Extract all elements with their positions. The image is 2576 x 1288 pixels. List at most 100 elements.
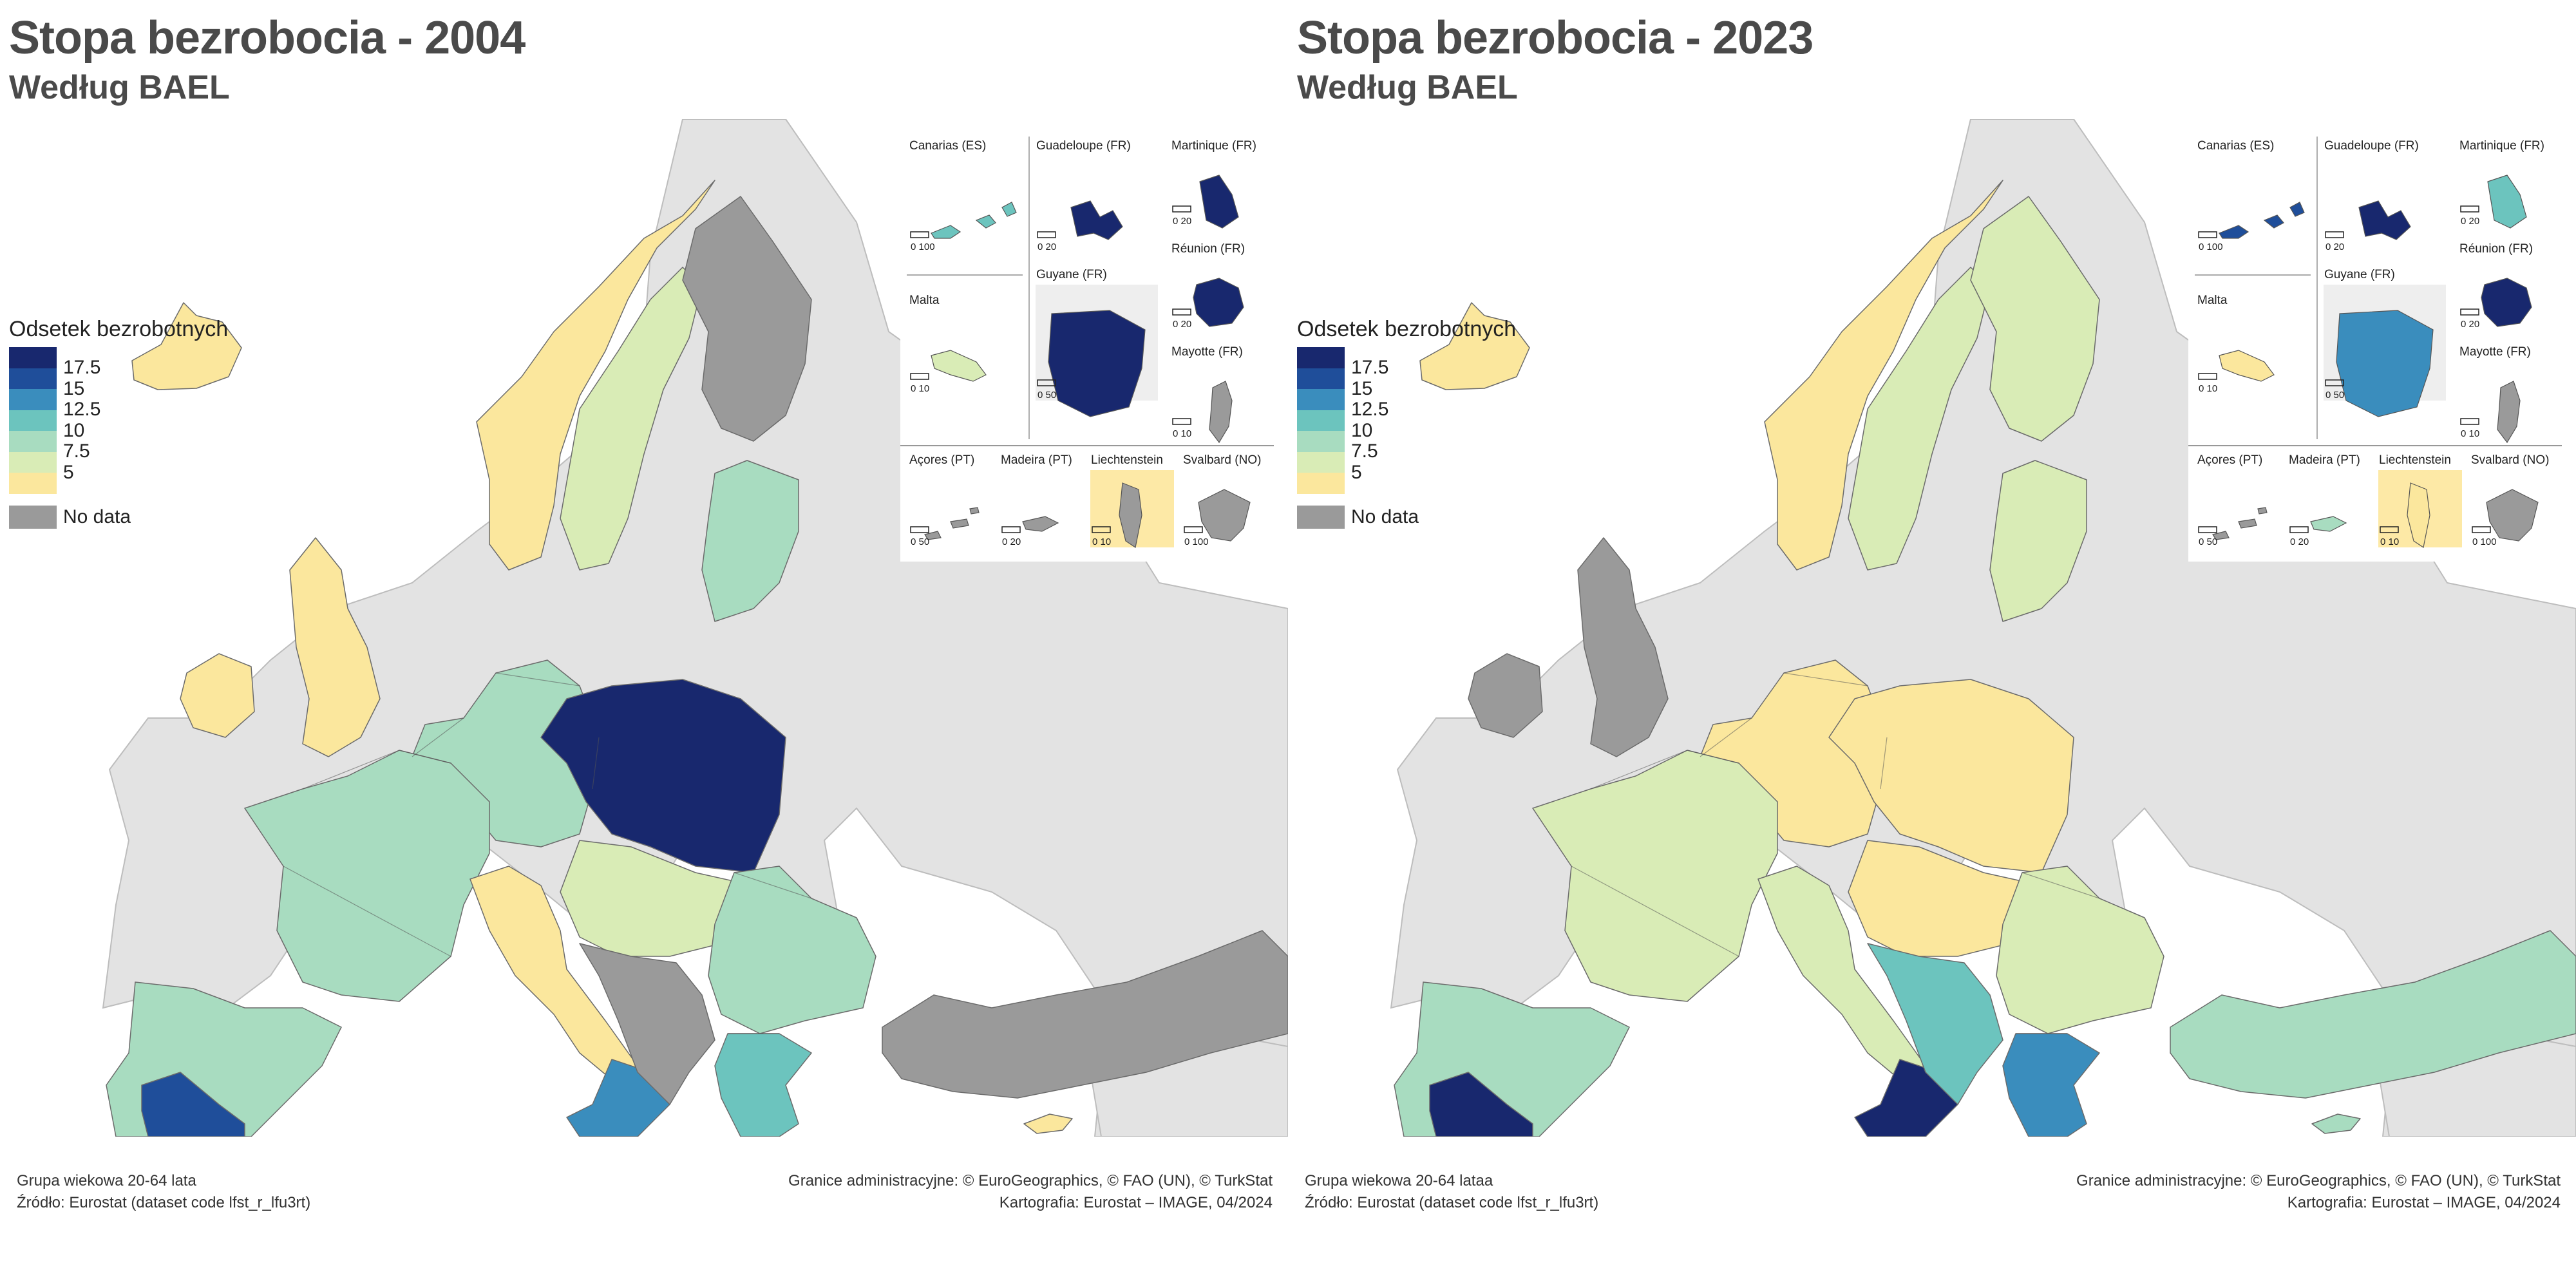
legend-threshold-label: 10: [1351, 419, 1373, 441]
legend-swatch-row: 10: [9, 410, 228, 441]
scale-label: 0 50: [2199, 536, 2217, 547]
region-turkey: [2170, 930, 2576, 1099]
legend-swatch: [9, 451, 57, 473]
inset-region: [924, 507, 980, 540]
inset-madeira: Madeira (PT) 0 20: [2289, 453, 2360, 547]
inset-label: Canarias (ES): [2197, 139, 2274, 153]
inset-label: Guyane (FR): [2324, 268, 2395, 281]
legend-swatch: [1297, 347, 1345, 368]
legend-swatch-row: 7.5: [9, 431, 228, 462]
footer-cartography: Kartografia: Eurostat – IMAGE, 04/2024: [2287, 1194, 2561, 1211]
scale-bar: [1172, 418, 1191, 425]
inset-mayotte: Mayotte (FR) 0 10: [1171, 345, 1243, 444]
scale-label: 0 20: [2290, 536, 2309, 547]
inset-label: Svalbard (NO): [2471, 453, 2549, 467]
legend-scale: 17.5 15 12.5 10 7.5 5: [9, 347, 228, 494]
legend-threshold-label: 15: [1351, 377, 1373, 399]
scale-label: 0 20: [1037, 242, 1056, 252]
scale-label: 0 100: [2472, 536, 2497, 547]
inset-region: [931, 202, 1017, 239]
region-uk-ireland: [1468, 537, 1669, 757]
inset-region: [2358, 200, 2411, 240]
legend-swatch: [9, 347, 57, 368]
inset-region: [2219, 202, 2305, 239]
region-finland: [1970, 196, 2100, 442]
inset-shape-group: [1048, 310, 1146, 417]
region-norway: [1764, 180, 2003, 571]
scale-bar: [2198, 373, 2217, 380]
legend-swatch-row: [1297, 473, 1516, 494]
inset-label: Mayotte (FR): [1171, 345, 1243, 359]
scale-bar: [910, 526, 929, 533]
footer-cartography: Kartografia: Eurostat – IMAGE, 04/2024: [999, 1194, 1273, 1211]
scale-bar: [2460, 205, 2479, 213]
inset-label: Guyane (FR): [1036, 268, 1107, 281]
scale-label: 0 100: [2199, 242, 2223, 252]
inset-shape-group: [1209, 381, 1233, 444]
inset-acores: Açores (PT) 0 50: [2197, 453, 2268, 547]
scale-label: 0 50: [2325, 390, 2344, 401]
legend-swatch-row: 12.5: [1297, 389, 1516, 420]
legend: Odsetek bezrobotnych 17.5 15 12.5 10 7.5 5 No…: [1297, 317, 1516, 529]
inset-panel: Canarias (ES) 0 100 Guadeloupe (FR) 0 20 Mar…: [900, 130, 1274, 562]
scale-label: 0 20: [2461, 216, 2479, 227]
no-data-label: No data: [1351, 506, 1419, 527]
inset-martinique: Martinique (FR) 0 20: [1171, 139, 1256, 229]
internal-border: [728, 872, 812, 1034]
legend-swatch: [1297, 410, 1345, 431]
inset-region: [1048, 310, 1146, 417]
inset-label: Madeira (PT): [1001, 453, 1072, 467]
legend-swatch: [9, 389, 57, 410]
inset-mayotte: Mayotte (FR) 0 10: [2459, 345, 2531, 444]
inset-region: [1198, 489, 1251, 542]
inset-label: Liechtenstein: [1091, 453, 1163, 467]
region-poland: [1828, 679, 2074, 873]
scale-bar: [910, 231, 929, 238]
legend-swatch-row: 10: [1297, 410, 1516, 441]
scale-label: 0 10: [911, 383, 929, 394]
legend-swatch: [9, 431, 57, 452]
legend-swatch: [1297, 473, 1345, 494]
inset-guadeloupe: Guadeloupe (FR) 0 20: [2324, 139, 2419, 252]
inset-label: Açores (PT): [2197, 453, 2262, 467]
scale-label: 0 20: [1173, 319, 1191, 330]
scale-label: 0 100: [911, 242, 935, 252]
inset-label: Réunion (FR): [2459, 242, 2533, 256]
inset-martinique: Martinique (FR) 0 20: [2459, 139, 2544, 229]
inset-region: [2486, 489, 2539, 542]
legend-threshold-label: 5: [63, 461, 74, 483]
inset-acores: Açores (PT) 0 50: [909, 453, 980, 547]
region-cyprus: [1023, 1113, 1073, 1134]
inset-shape-group: [1199, 175, 1239, 229]
footer-age-group: Grupa wiekowa 20-64 lataa: [1305, 1172, 1493, 1189]
region-spain-south: [1429, 1072, 1533, 1137]
footer-boundaries: Granice administracyjne: © EuroGeographi…: [2076, 1172, 2561, 1189]
legend-swatch-row: 5: [1297, 451, 1516, 483]
map-title: Stopa bezrobocia - 2023: [1297, 12, 1814, 64]
legend: Odsetek bezrobotnych 17.5 15 12.5 10 7.5 5 No…: [9, 317, 228, 529]
inset-shape-group: [2358, 200, 2411, 240]
footer-right: Granice administracyjne: © EuroGeographi…: [2076, 1170, 2561, 1214]
scale-bar: [1037, 379, 1056, 386]
legend-swatch: [1297, 368, 1345, 389]
map-title: Stopa bezrobocia - 2004: [9, 12, 526, 64]
inset-svalbard: Svalbard (NO) 0 100: [1183, 453, 1261, 547]
legend-threshold-label: 12.5: [63, 399, 101, 421]
region-romania-bulgaria: [1996, 866, 2164, 1034]
footer-right: Granice administracyjne: © EuroGeographi…: [788, 1170, 1273, 1214]
inset-region: [2219, 350, 2275, 382]
inset-shape-group: [931, 202, 1017, 239]
footer-age-group: Grupa wiekowa 20-64 lata: [17, 1172, 196, 1189]
inset-shape-group: [2497, 381, 2521, 444]
scale-bar: [2380, 526, 2399, 533]
no-data-swatch: [9, 505, 57, 529]
scale-bar: [2289, 526, 2309, 533]
region-sweden: [560, 267, 703, 571]
legend-title: Odsetek bezrobotnych: [1297, 317, 1517, 341]
scale-label: 0 20: [2325, 242, 2344, 252]
scale-label: 0 10: [2199, 383, 2217, 394]
region-baltics: [1989, 460, 2087, 622]
legend-swatch: [9, 410, 57, 431]
inset-liechtenstein: Liechtenstein 0 10: [1090, 453, 1174, 548]
region-greece: [714, 1033, 812, 1137]
